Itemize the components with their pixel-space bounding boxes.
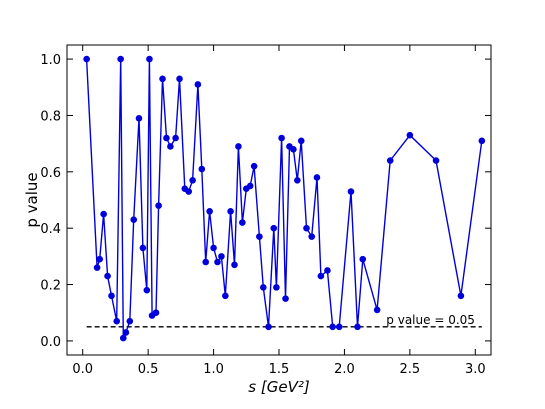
- data-point: [122, 329, 130, 336]
- data-point: [324, 267, 331, 274]
- y-tick-label: 0.0: [40, 335, 61, 350]
- y-tick-label: 0.6: [40, 166, 61, 181]
- data-point: [359, 255, 367, 263]
- data-point: [329, 323, 336, 331]
- data-point: [290, 145, 297, 153]
- data-point: [406, 131, 414, 139]
- data-point: [108, 292, 115, 300]
- data-point: [100, 210, 107, 218]
- data-point: [335, 323, 343, 331]
- y-tick-label: 0.4: [40, 222, 61, 237]
- data-point: [93, 264, 101, 271]
- data-point: [222, 292, 229, 300]
- data-point: [176, 75, 183, 83]
- data-point: [250, 162, 258, 170]
- data-point: [231, 261, 238, 269]
- data-point: [373, 306, 381, 314]
- x-tick-label: 2.0: [334, 362, 355, 377]
- x-axis-ticks: 0.0 0.5 1.0 1.5 2.0 2.5 3.0: [72, 45, 486, 377]
- x-tick-label: 3.0: [465, 362, 486, 377]
- data-point: [259, 284, 267, 291]
- threshold-label: p value = 0.05: [386, 313, 475, 327]
- data-point: [386, 157, 394, 164]
- data-point: [227, 207, 234, 215]
- data-point: [294, 176, 301, 184]
- data-point: [239, 219, 246, 226]
- data-point: [218, 253, 225, 260]
- data-point: [139, 244, 147, 252]
- data-point: [159, 75, 166, 83]
- data-point: [135, 114, 143, 122]
- data-point: [130, 216, 138, 224]
- data-point: [167, 143, 174, 150]
- y-axis-label: p value: [23, 172, 41, 227]
- data-point: [210, 244, 217, 252]
- data-point: [282, 295, 289, 302]
- data-point: [256, 233, 263, 240]
- data-point: [278, 134, 285, 142]
- data-point: [246, 182, 254, 190]
- x-tick-label: 2.5: [400, 362, 421, 377]
- data-point: [214, 258, 221, 266]
- data-point: [308, 233, 316, 240]
- data-point: [273, 284, 280, 291]
- y-tick-label: 0.2: [40, 279, 61, 294]
- data-point: [117, 55, 124, 63]
- data-point: [104, 272, 111, 280]
- data-point: [265, 323, 272, 331]
- data-point: [432, 157, 440, 164]
- data-point: [198, 165, 206, 173]
- data-point: [189, 176, 196, 184]
- data-point: [96, 255, 104, 263]
- data-point: [143, 286, 151, 294]
- data-point: [206, 207, 213, 215]
- x-tick-label: 1.5: [269, 362, 290, 377]
- y-tick-label: 1.0: [40, 53, 61, 68]
- data-point: [185, 188, 193, 195]
- x-tick-label: 0.0: [72, 362, 93, 377]
- data-point: [152, 309, 160, 317]
- data-point: [478, 137, 486, 145]
- data-point: [172, 134, 179, 142]
- data-point: [313, 174, 321, 181]
- y-axis-ticks: 0.0 0.2 0.4 0.6 0.8 1.0: [40, 53, 491, 350]
- data-point: [113, 317, 121, 325]
- data-point: [354, 323, 361, 331]
- data-point: [457, 292, 465, 300]
- x-tick-label: 1.0: [203, 362, 224, 377]
- data-point: [155, 202, 162, 209]
- y-tick-label: 0.8: [40, 109, 61, 124]
- data-point: [297, 137, 305, 145]
- data-points: [83, 55, 486, 342]
- data-point: [235, 143, 242, 150]
- data-point: [126, 317, 134, 325]
- data-point: [163, 134, 170, 142]
- data-point: [194, 81, 202, 88]
- data-point: [202, 258, 210, 266]
- x-axis-label: s [GeV²]: [248, 378, 310, 396]
- data-point: [317, 272, 325, 280]
- data-point: [146, 55, 153, 63]
- data-point: [347, 188, 355, 195]
- data-point: [270, 224, 278, 232]
- x-tick-label: 0.5: [138, 362, 159, 377]
- data-point: [303, 224, 310, 232]
- data-point: [119, 334, 127, 342]
- data-point: [83, 55, 90, 63]
